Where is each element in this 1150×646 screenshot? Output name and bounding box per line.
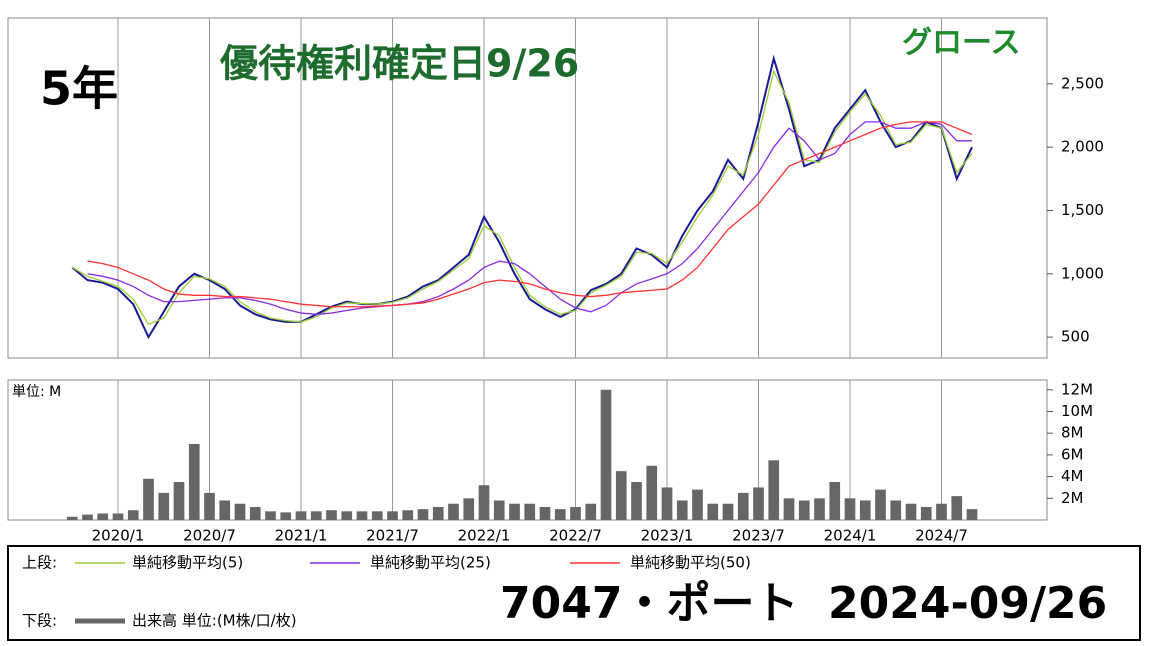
y-tick-label: 2,000 <box>1061 138 1104 156</box>
volume-bar <box>509 503 520 520</box>
x-tick-label: 2022/7 <box>549 527 602 545</box>
volume-bar <box>920 506 932 520</box>
volume-bar <box>82 514 93 520</box>
volume-bar <box>676 500 688 520</box>
volume-bar <box>783 498 795 520</box>
x-tick-label: 2020/7 <box>183 527 236 545</box>
y-tick-label: 12M <box>1061 380 1093 398</box>
volume-bar <box>737 492 749 520</box>
legend-label: 単純移動平均(25) <box>370 554 491 572</box>
volume-bar <box>814 498 825 520</box>
volume-bar <box>112 513 124 520</box>
volume-bar <box>539 506 551 520</box>
x-tick-label: 2021/1 <box>275 527 328 545</box>
x-tick-label: 2021/7 <box>366 527 419 545</box>
volume-bar <box>326 510 337 520</box>
volume-bar <box>905 503 917 520</box>
legend-box <box>7 545 1141 641</box>
legend-label: 出来高 単位:(M株/口/枚) <box>132 612 297 630</box>
volume-bar <box>204 492 215 520</box>
volume-bar <box>478 485 490 520</box>
legend-label: 単純移動平均(5) <box>132 554 243 572</box>
volume-bar <box>585 503 597 520</box>
y-tick-label: 2,500 <box>1061 74 1104 92</box>
volume-bar <box>219 500 231 520</box>
volume-bar <box>890 500 902 520</box>
volume-bar <box>570 506 581 520</box>
y-tick-label: 500 <box>1061 328 1090 346</box>
volume-bar <box>631 482 642 520</box>
y-tick-label: 2M <box>1061 489 1084 507</box>
legend-label: 単純移動平均(50) <box>630 554 751 572</box>
y-tick-label: 10M <box>1061 402 1093 420</box>
volume-bar <box>66 516 78 520</box>
annotation: 優待権利確定日9/26 <box>219 42 579 86</box>
volume-bar <box>859 500 871 520</box>
series-line <box>71 69 973 326</box>
volume-bar <box>387 511 398 520</box>
volume-bar <box>417 509 429 520</box>
volume-bar <box>493 500 505 520</box>
volume-bar <box>295 511 307 520</box>
volume-bar <box>432 506 444 520</box>
y-tick-label: 1,500 <box>1061 201 1104 219</box>
volume-bar <box>753 487 764 520</box>
volume-bar <box>97 513 109 520</box>
x-tick-label: 2020/1 <box>92 527 145 545</box>
volume-bar <box>143 478 154 520</box>
volume-bar <box>600 389 612 520</box>
volume-bar <box>341 511 353 520</box>
legend-upper-label: 上段: <box>22 554 57 572</box>
x-tick-label: 2022/1 <box>458 527 511 545</box>
volume-bar <box>829 482 841 520</box>
volume-bar <box>936 503 947 520</box>
x-tick-label: 2023/7 <box>732 527 785 545</box>
series-line <box>87 121 972 315</box>
x-tick-label: 2024/1 <box>824 527 877 545</box>
series-line <box>87 121 973 308</box>
footer-date: 2024-09/26 <box>828 578 1107 629</box>
y-tick-label: 6M <box>1061 445 1084 463</box>
volume-bar <box>554 509 566 520</box>
volume-bar <box>265 511 276 520</box>
volume-bar <box>798 500 810 520</box>
volume-bar <box>844 498 856 520</box>
volume-bar <box>234 503 246 520</box>
volume-bar <box>280 512 292 520</box>
volume-bar <box>463 498 475 520</box>
footer-code: 7047・ポート <box>500 578 798 629</box>
volume-bar <box>158 492 170 520</box>
x-tick-label: 2024/7 <box>915 527 968 545</box>
y-tick-label: 4M <box>1061 467 1084 485</box>
volume-bar <box>448 503 459 520</box>
annotation: グロース <box>902 26 1021 61</box>
volume-bar <box>768 460 780 520</box>
volume-bar <box>875 489 886 520</box>
legend-lower-label: 下段: <box>22 612 57 630</box>
series-line <box>71 54 973 340</box>
unit-label: 単位: M <box>12 384 61 400</box>
volume-bar <box>173 482 185 520</box>
volume-bar <box>249 506 261 520</box>
volume-bar <box>524 503 536 520</box>
volume-bar <box>371 511 383 520</box>
volume-bar <box>356 511 368 520</box>
volume-bar <box>692 489 703 520</box>
volume-bar <box>951 496 963 520</box>
volume-bar <box>188 444 200 520</box>
volume-bar <box>402 510 414 520</box>
volume-bar <box>966 509 978 520</box>
volume-bar <box>615 471 627 520</box>
volume-bar <box>127 510 139 520</box>
volume-bar <box>646 465 658 520</box>
volume-bar <box>722 503 734 520</box>
y-tick-label: 1,000 <box>1061 264 1104 282</box>
volume-bar <box>661 487 673 520</box>
x-tick-label: 2023/1 <box>641 527 694 545</box>
volume-bar <box>310 511 322 520</box>
y-tick-label: 8M <box>1061 424 1084 442</box>
annotation: 5年 <box>40 62 118 116</box>
volume-bar <box>707 503 719 520</box>
